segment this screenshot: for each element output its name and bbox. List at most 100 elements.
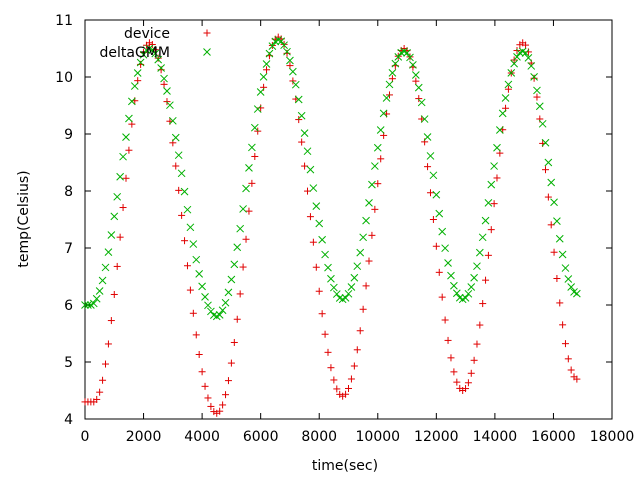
data-point	[119, 204, 127, 212]
data-point	[441, 244, 449, 253]
legend: device deltaGMM	[100, 26, 211, 61]
data-point	[157, 64, 165, 72]
data-point	[535, 102, 544, 111]
x-tick-label: 10000	[356, 429, 401, 445]
data-point	[487, 180, 496, 189]
data-point	[473, 262, 481, 271]
data-point	[573, 289, 581, 298]
data-point	[160, 74, 168, 83]
data-point	[403, 49, 411, 57]
data-point	[521, 49, 530, 57]
data-point	[166, 101, 174, 110]
data-point	[493, 174, 501, 182]
data-point	[533, 86, 541, 95]
data-point	[411, 71, 420, 79]
data-point	[189, 240, 198, 248]
data-point	[148, 41, 156, 49]
data-point	[507, 69, 516, 77]
data-point	[321, 250, 329, 259]
data-point	[174, 151, 183, 160]
data-point	[478, 233, 487, 242]
x-tick-label: 16000	[531, 429, 576, 445]
legend-label-device: device	[124, 26, 170, 42]
data-point	[447, 354, 455, 362]
data-point	[504, 80, 513, 89]
data-point	[251, 152, 259, 160]
data-point	[429, 216, 437, 223]
data-point	[362, 282, 370, 290]
data-point	[553, 217, 561, 225]
data-point	[122, 133, 130, 141]
data-point	[151, 49, 160, 58]
data-point	[406, 53, 414, 62]
series-deltagmm	[81, 36, 581, 321]
data-point	[561, 264, 570, 272]
data-point	[464, 379, 472, 387]
data-point	[374, 180, 382, 188]
data-point	[467, 369, 475, 377]
data-point	[359, 233, 367, 242]
data-point	[248, 143, 256, 152]
data-point	[198, 368, 206, 376]
data-point	[550, 248, 558, 256]
data-point	[544, 193, 552, 201]
data-point	[490, 200, 498, 208]
data-point	[527, 62, 536, 70]
data-point	[444, 336, 452, 344]
data-point	[432, 242, 440, 250]
data-point	[113, 192, 122, 201]
data-point	[567, 366, 575, 374]
x-tick-label: 6000	[243, 429, 279, 445]
data-point	[201, 382, 209, 390]
data-point	[168, 116, 177, 125]
data-point	[253, 105, 262, 113]
data-point	[224, 288, 233, 297]
data-point	[533, 93, 541, 101]
data-point	[541, 138, 550, 147]
x-tick-label: 18000	[590, 429, 635, 445]
data-point	[379, 109, 388, 118]
data-point	[327, 274, 335, 283]
x-tick-label: 12000	[414, 429, 459, 445]
data-point	[391, 59, 400, 68]
data-point	[306, 213, 314, 221]
data-point	[312, 263, 320, 271]
data-point	[447, 271, 455, 280]
data-point	[353, 262, 362, 271]
data-point	[104, 340, 112, 348]
data-point	[461, 294, 470, 302]
data-point	[450, 281, 458, 290]
data-point	[154, 55, 163, 64]
data-point	[538, 119, 547, 128]
data-point	[297, 111, 306, 120]
data-point	[192, 331, 200, 339]
data-point	[98, 276, 107, 285]
data-point	[122, 174, 130, 182]
data-point	[344, 289, 353, 298]
data-point	[101, 360, 109, 368]
x-tick-label: 14000	[473, 429, 518, 445]
data-point	[377, 155, 385, 163]
data-point	[333, 385, 341, 393]
data-point	[136, 58, 145, 67]
data-point	[242, 235, 250, 243]
data-point	[268, 42, 277, 50]
data-point	[207, 402, 215, 410]
data-point	[420, 115, 429, 123]
legend-label-deltagmm: deltaGMM	[100, 45, 170, 61]
data-point	[160, 80, 168, 88]
data-point	[498, 109, 507, 118]
data-point	[501, 94, 510, 102]
data-point	[230, 260, 239, 269]
data-point	[224, 377, 232, 385]
data-point	[227, 275, 236, 284]
y-tick-label: 5	[64, 355, 73, 371]
data-point	[452, 289, 461, 298]
data-point	[107, 317, 115, 325]
data-point	[130, 82, 139, 90]
data-point	[195, 270, 204, 278]
x-tick-label: 2000	[126, 429, 162, 445]
y-tick-label: 11	[55, 13, 73, 29]
data-point	[295, 116, 303, 124]
